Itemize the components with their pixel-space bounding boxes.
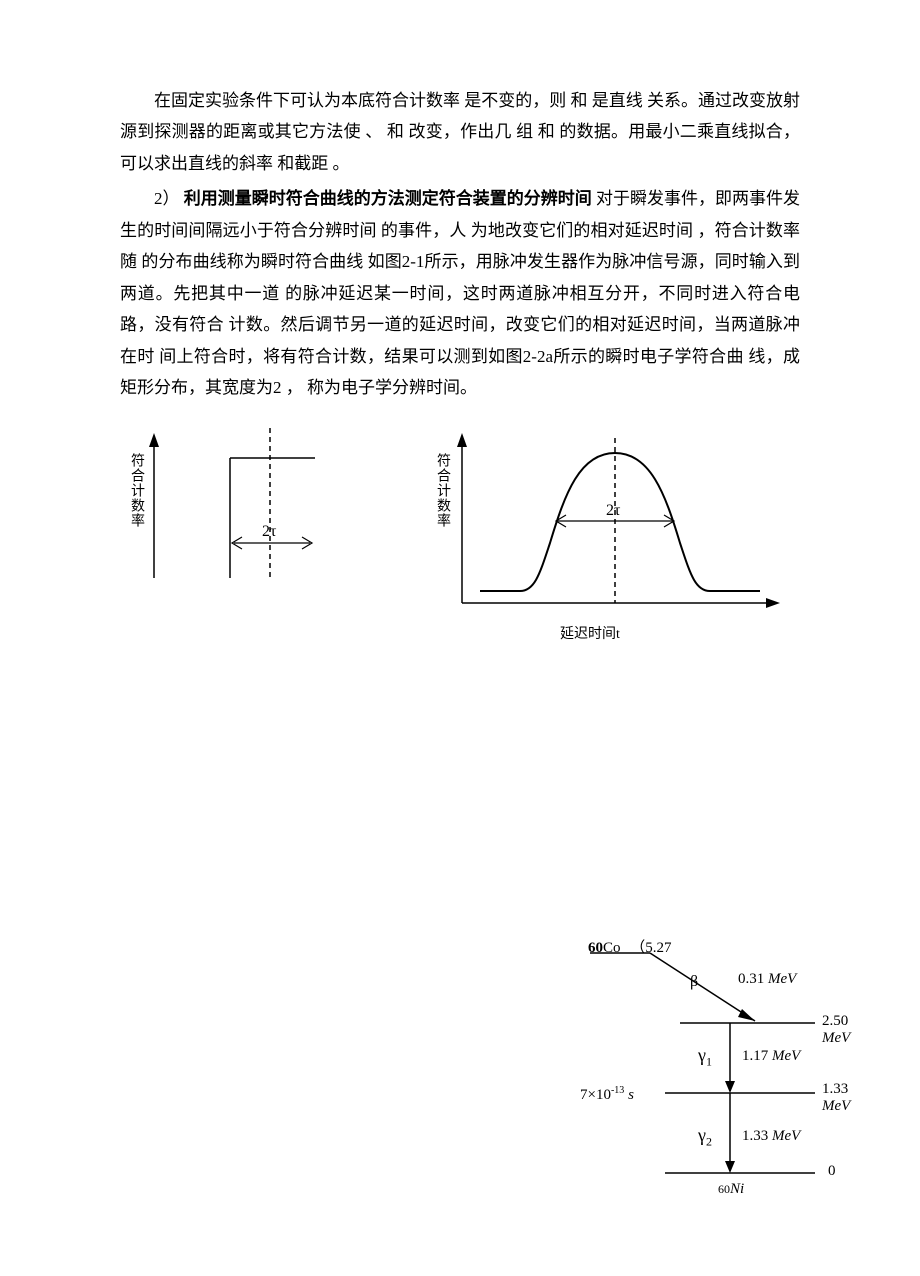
y-axis-label-left: 符合计数率 bbox=[126, 453, 146, 528]
p2-body: 对于瞬发事件，即两事件发生的时间间隔远小于符合分辨时间 的事件，人 为地改变它们… bbox=[120, 189, 800, 397]
level-2.50: 2.50 MeV bbox=[822, 1013, 880, 1047]
two-tau-left: 2τ bbox=[262, 523, 277, 540]
level-ground: 0 bbox=[828, 1163, 836, 1180]
gamma1-energy: 1.17 MeV bbox=[742, 1048, 800, 1065]
lifetime: 7×10-13 s bbox=[580, 1085, 634, 1104]
p2-heading: 利用测量瞬时符合曲线的方法测定符合装置的分辨时间 bbox=[184, 189, 592, 208]
paragraph-1: 在固定实验条件下可认为本底符合计数率 是不变的，则 和 是直线 关系。通过改变放… bbox=[120, 85, 800, 179]
gamma2-label: γ2 bbox=[698, 1125, 712, 1150]
paragraph-2: 2） 利用测量瞬时符合曲线的方法测定符合装置的分辨时间 对于瞬发事件，即两事件发… bbox=[120, 183, 800, 403]
two-tau-right: 2τ bbox=[606, 502, 621, 519]
y-axis-label-right: 符合计数率 bbox=[432, 453, 452, 528]
parent-nuclide: 60Co （5.27 bbox=[588, 936, 672, 957]
level-1.33: 1.33 MeV bbox=[822, 1081, 880, 1115]
gamma1-label: γ1 bbox=[698, 1045, 712, 1070]
daughter-nuclide: 60Ni bbox=[718, 1181, 744, 1198]
figure-row: 2τ 符合计数率 2τ 符合计数率 bbox=[120, 423, 800, 653]
beta-label: β bbox=[690, 973, 698, 991]
decay-scheme: 60Co （5.27 β 0.31 MeV 2.50 MeV γ1 1.17 M… bbox=[480, 933, 880, 1213]
figure-2-2a: 2τ 符合计数率 bbox=[120, 423, 400, 623]
p2-label: 2） bbox=[154, 189, 180, 208]
x-axis-label-right: 延迟时间t bbox=[560, 623, 620, 643]
beta-energy: 0.31 MeV bbox=[738, 971, 796, 988]
gamma2-energy: 1.33 MeV bbox=[742, 1128, 800, 1145]
figure-2-1: 2τ 符合计数率 延迟时间t bbox=[420, 423, 800, 653]
